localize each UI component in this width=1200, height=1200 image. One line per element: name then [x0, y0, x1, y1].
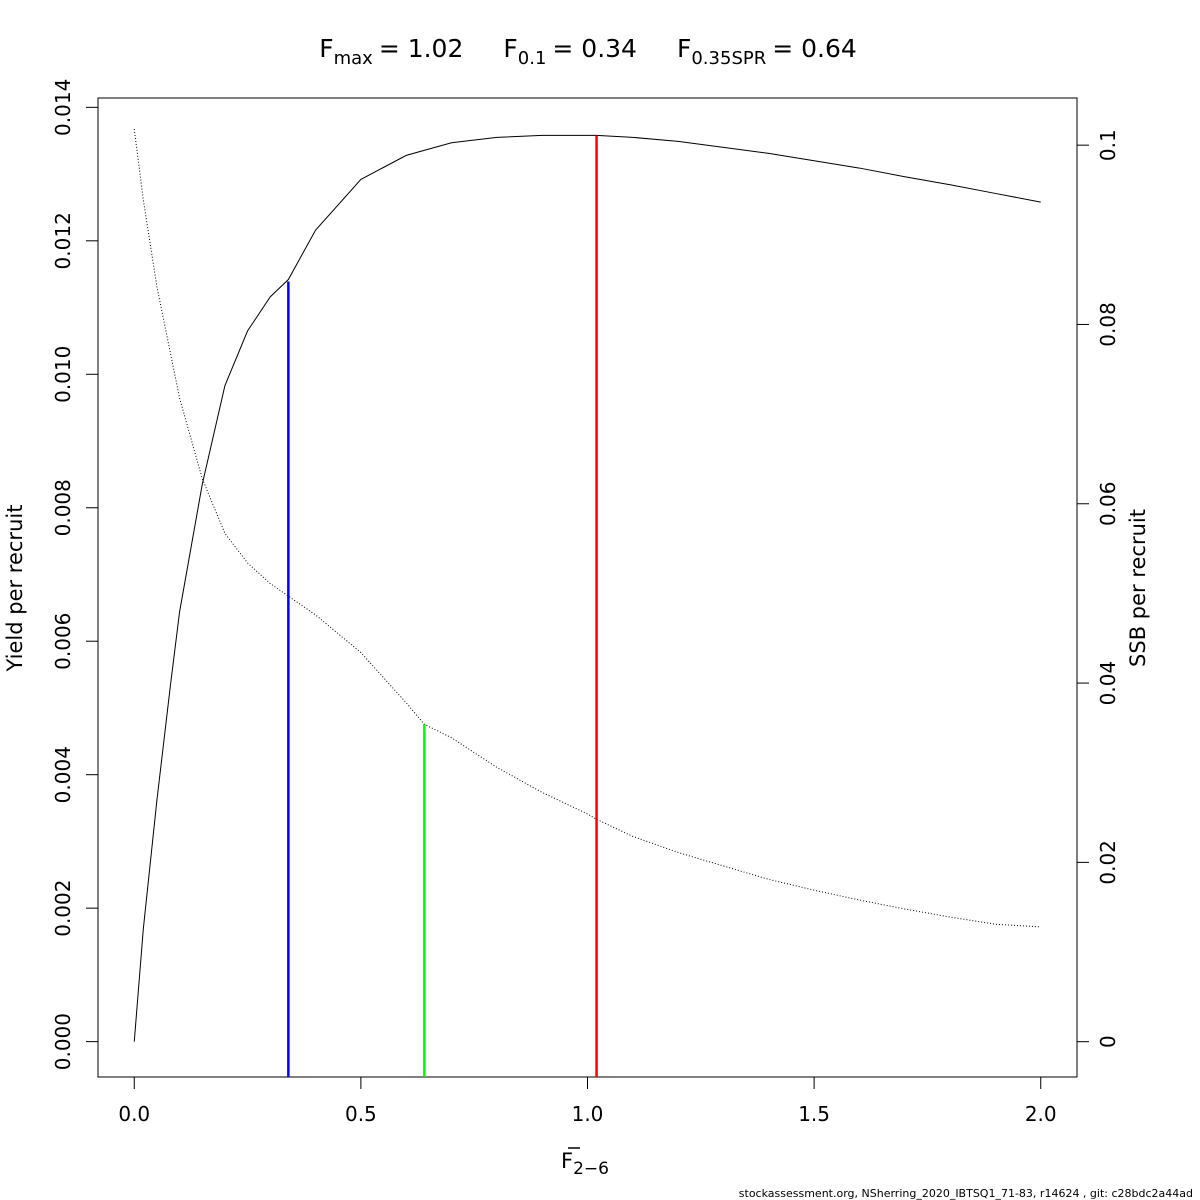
title-f01-base: F [503, 34, 517, 63]
y-axis-right: 0 0.02 0.04 0.06 0.08 0.1 [1077, 129, 1120, 1048]
y-right-tick-label: 0.06 [1096, 481, 1120, 526]
plot-frame [97, 97, 1078, 1078]
ssb-per-recruit-line [133, 128, 1041, 928]
y-right-tick-label: 0.02 [1096, 840, 1120, 885]
y-axis-left: 0.000 0.002 0.004 0.006 0.008 0.010 0.012 0.014 [51, 79, 98, 1070]
y-right-tick-label: 0 [1096, 1035, 1120, 1048]
footer-note: stockassessment.org, NSherring_2020_IBTS… [739, 1187, 1193, 1200]
x-axis-title: F2−6 [561, 1149, 609, 1179]
y-axis-left-title: Yield per recruit [3, 505, 27, 673]
y-left-tick-label: 0.014 [51, 79, 75, 136]
title-fspr-value: = 0.64 [772, 34, 857, 63]
y-left-tick-label: 0.010 [51, 346, 75, 403]
title-fspr-base: F [677, 34, 691, 63]
x-tick-label: 0.0 [118, 1102, 150, 1126]
y-axis-right-title: SSB per recruit [1126, 509, 1150, 667]
y-right-tick-label: 0.04 [1096, 661, 1120, 706]
yield-per-recruit-line [133, 134, 1041, 1042]
x-tick-label: 1.5 [798, 1102, 830, 1126]
y-left-tick-label: 0.002 [51, 880, 75, 937]
x-axis: 0.0 0.5 1.0 1.5 2.0 [118, 1076, 1057, 1126]
y-left-tick-label: 0.006 [51, 613, 75, 670]
chart-title: Fmax = 1.02 F0.1 = 0.34 F0.35SPR = 0.64 [319, 34, 857, 69]
y-right-tick-label: 0.08 [1096, 302, 1120, 347]
x-tick-label: 1.0 [572, 1102, 604, 1126]
reference-lines [287, 135, 598, 1077]
title-f01-value: = 0.34 [552, 34, 637, 63]
title-f01-sub: 0.1 [518, 48, 547, 69]
series-layer [133, 128, 1041, 1042]
y-left-tick-label: 0.012 [51, 212, 75, 269]
title-fmax-value: = 1.02 [379, 34, 464, 63]
x-axis-title-sub: 2−6 [573, 1159, 609, 1179]
x-tick-label: 2.0 [1025, 1102, 1057, 1126]
x-tick-label: 0.5 [345, 1102, 377, 1126]
y-left-tick-label: 0.008 [51, 479, 75, 536]
y-left-tick-label: 0.004 [51, 746, 75, 803]
y-left-tick-label: 0.000 [51, 1013, 75, 1070]
x-axis-title-base: F [561, 1149, 573, 1173]
title-fspr-sub: 0.35SPR [691, 48, 766, 69]
y-right-tick-label: 0.1 [1096, 129, 1120, 161]
title-fmax-base: F [319, 34, 333, 63]
title-fmax-sub: max [334, 48, 374, 69]
